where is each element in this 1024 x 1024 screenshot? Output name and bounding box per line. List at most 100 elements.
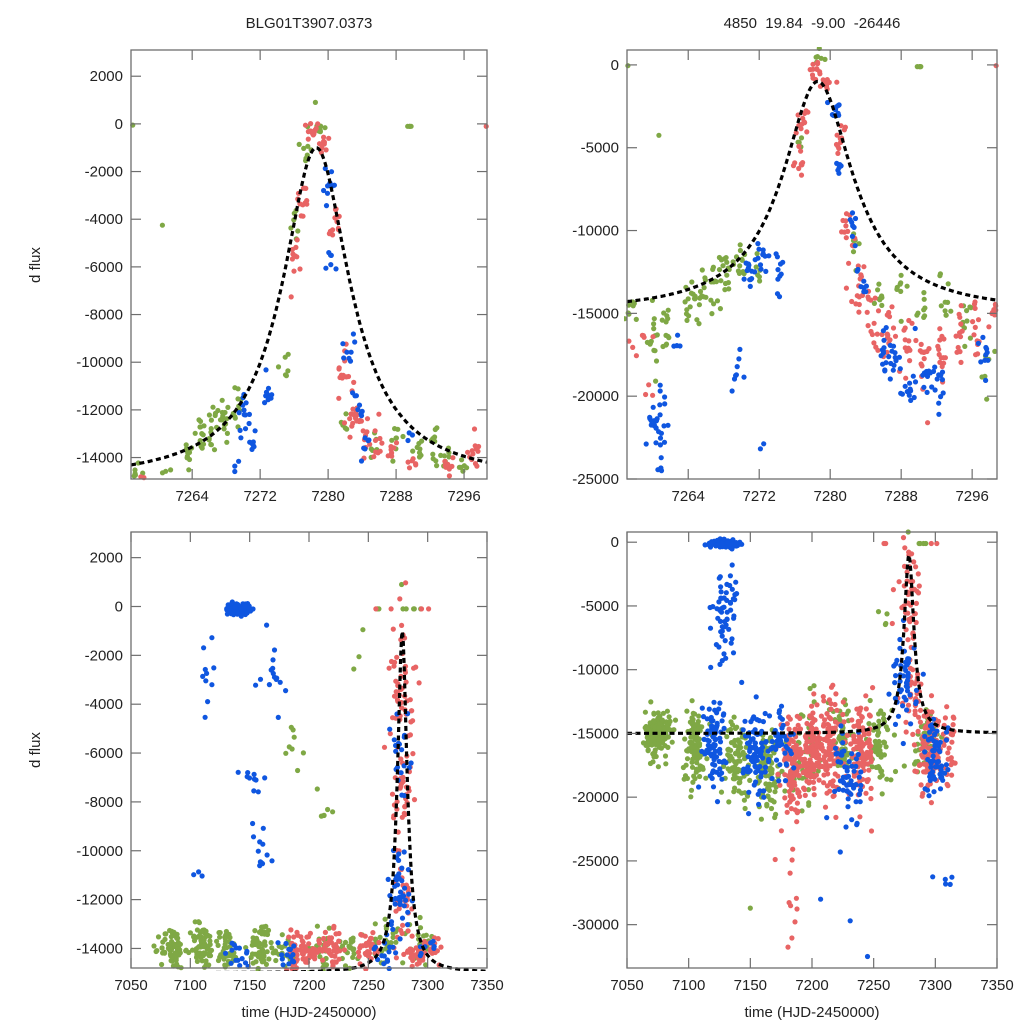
data-point [926, 793, 932, 799]
data-point [241, 412, 247, 418]
data-point [849, 763, 855, 769]
data-point [847, 918, 853, 924]
data-point [237, 427, 243, 433]
data-point [255, 789, 261, 795]
data-point [296, 141, 302, 147]
data-point [372, 437, 379, 443]
data-point [326, 135, 332, 141]
data-point [300, 939, 306, 945]
data-point [958, 321, 964, 327]
data-point [978, 359, 984, 365]
data-point [943, 737, 950, 743]
data-point [228, 960, 234, 966]
data-point [656, 132, 662, 138]
data-point [255, 848, 261, 854]
x-tick-label: 7200 [292, 977, 325, 994]
data-point [887, 376, 893, 382]
data-point [305, 129, 311, 135]
data-point [344, 349, 350, 355]
data-point [650, 334, 656, 340]
data-point [917, 348, 923, 354]
data-point [199, 431, 205, 437]
series-blue [696, 536, 955, 960]
data-point [980, 334, 986, 340]
data-point [662, 394, 668, 400]
data-point [686, 313, 692, 319]
data-point [423, 932, 429, 938]
data-point [735, 747, 741, 753]
data-point [924, 761, 930, 768]
data-point [741, 374, 747, 380]
data-point [856, 241, 862, 247]
data-point [876, 281, 882, 287]
data-point [766, 787, 773, 794]
y-tick-label: -12000 [76, 402, 123, 419]
data-point [729, 636, 735, 642]
data-point [648, 699, 654, 705]
chart-title: BLG01T3907.0373 [246, 15, 373, 32]
data-point [764, 803, 770, 809]
data-point [408, 123, 414, 129]
data-point [271, 674, 278, 680]
data-point [302, 946, 308, 952]
data-point [257, 859, 263, 865]
data-point [798, 148, 804, 154]
data-point [411, 797, 418, 803]
data-point [697, 773, 703, 780]
data-point [783, 761, 789, 767]
data-point [275, 940, 281, 946]
x-tick-label: 7100 [174, 977, 207, 994]
data-point [886, 691, 892, 697]
data-point [851, 746, 857, 752]
data-point [232, 604, 238, 611]
data-point [787, 870, 793, 876]
data-point [358, 411, 364, 417]
data-point [741, 766, 747, 772]
data-point [699, 267, 705, 273]
data-point [682, 736, 688, 742]
data-point [400, 774, 406, 781]
data-point [640, 740, 647, 746]
data-point [270, 657, 276, 663]
data-point [630, 344, 636, 350]
data-point [835, 102, 841, 109]
data-point [671, 727, 677, 733]
data-point [928, 540, 934, 547]
data-point [746, 789, 752, 795]
x-tick-label: 7050 [610, 977, 643, 994]
data-point [870, 685, 876, 691]
data-point [643, 391, 649, 398]
data-point [208, 417, 214, 423]
data-point [766, 756, 772, 763]
data-point [881, 345, 887, 351]
data-point [878, 751, 884, 757]
data-point [333, 931, 339, 937]
data-point [822, 717, 828, 723]
data-point [223, 928, 229, 935]
data-point [174, 935, 180, 941]
data-point [710, 266, 716, 272]
data-point [914, 588, 920, 594]
data-point [206, 962, 212, 968]
data-point [789, 935, 795, 941]
data-point [856, 711, 862, 717]
data-point [850, 249, 857, 255]
data-point [294, 237, 300, 243]
data-point [904, 662, 910, 668]
data-point [762, 710, 768, 717]
data-point [747, 283, 753, 289]
scatter-points [624, 47, 999, 474]
data-point [657, 442, 664, 448]
data-point [388, 940, 394, 946]
y-tick-label: -15000 [572, 305, 619, 322]
data-point [269, 945, 275, 951]
data-point [651, 321, 657, 327]
data-point [927, 729, 933, 735]
data-point [302, 200, 308, 206]
data-point [328, 939, 334, 946]
data-point [708, 297, 714, 303]
data-point [857, 787, 864, 793]
data-point [201, 423, 207, 429]
data-point [688, 734, 694, 740]
data-point [782, 788, 788, 794]
